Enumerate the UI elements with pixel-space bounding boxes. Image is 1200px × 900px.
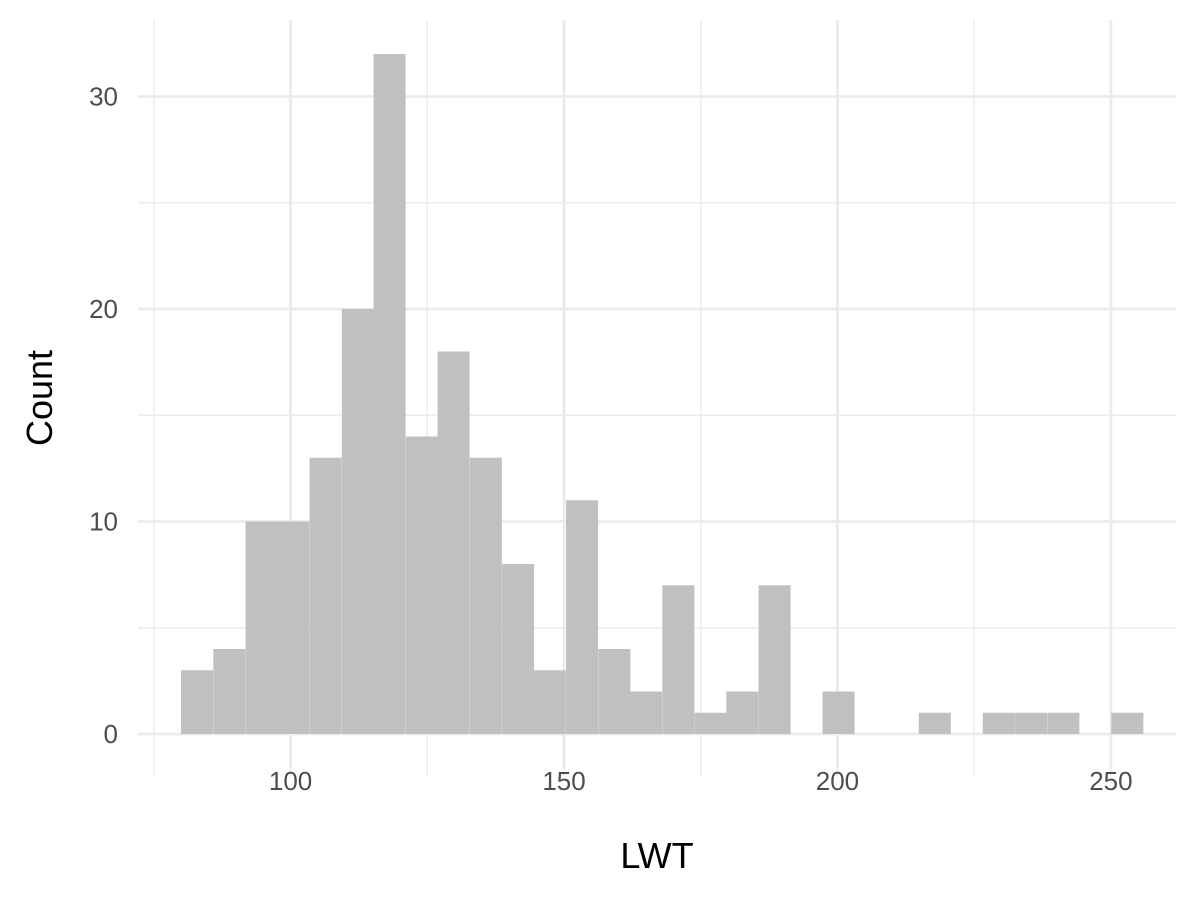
y-axis-title: Count [19,350,60,446]
histogram-bar [469,457,502,734]
histogram-bar [533,670,566,734]
y-tick-labels: 0 10 20 30 [89,82,118,750]
histogram-bar [502,564,535,734]
y-tick-label: 0 [104,719,118,749]
histogram-bar [213,649,246,734]
axis-ticks [153,768,1112,776]
histogram-bar [662,585,695,734]
histogram-bar [405,436,438,734]
x-axis-title: LWT [620,835,693,876]
histogram-bar [918,712,951,734]
histogram-bar [598,649,631,734]
x-tick-labels: 100 150 200 250 [269,766,1133,796]
histogram-bar [277,521,310,734]
histogram-bar [1047,712,1080,734]
x-tick-label: 250 [1089,766,1132,796]
histogram-bar [373,54,406,734]
y-tick-label: 30 [89,82,118,112]
histogram-bar [1111,712,1144,734]
histogram-bar [1015,712,1048,734]
histogram-bar [982,712,1015,734]
x-tick-label: 150 [542,766,585,796]
histogram-bar [309,457,342,734]
histogram-bar [694,712,727,734]
y-tick-label: 20 [89,294,118,324]
histogram-bar [437,351,470,734]
histogram-bar [341,309,374,734]
histogram-bar [566,500,599,734]
x-tick-label: 200 [816,766,859,796]
histogram-bar [758,585,791,734]
histogram-bar [726,691,759,734]
histogram-bar [181,670,214,734]
histogram-bar [630,691,663,734]
histogram-bar [822,691,855,734]
y-tick-label: 10 [89,507,118,537]
x-tick-label: 100 [269,766,312,796]
histogram-bar [245,521,278,734]
histogram-bars [181,54,1144,734]
